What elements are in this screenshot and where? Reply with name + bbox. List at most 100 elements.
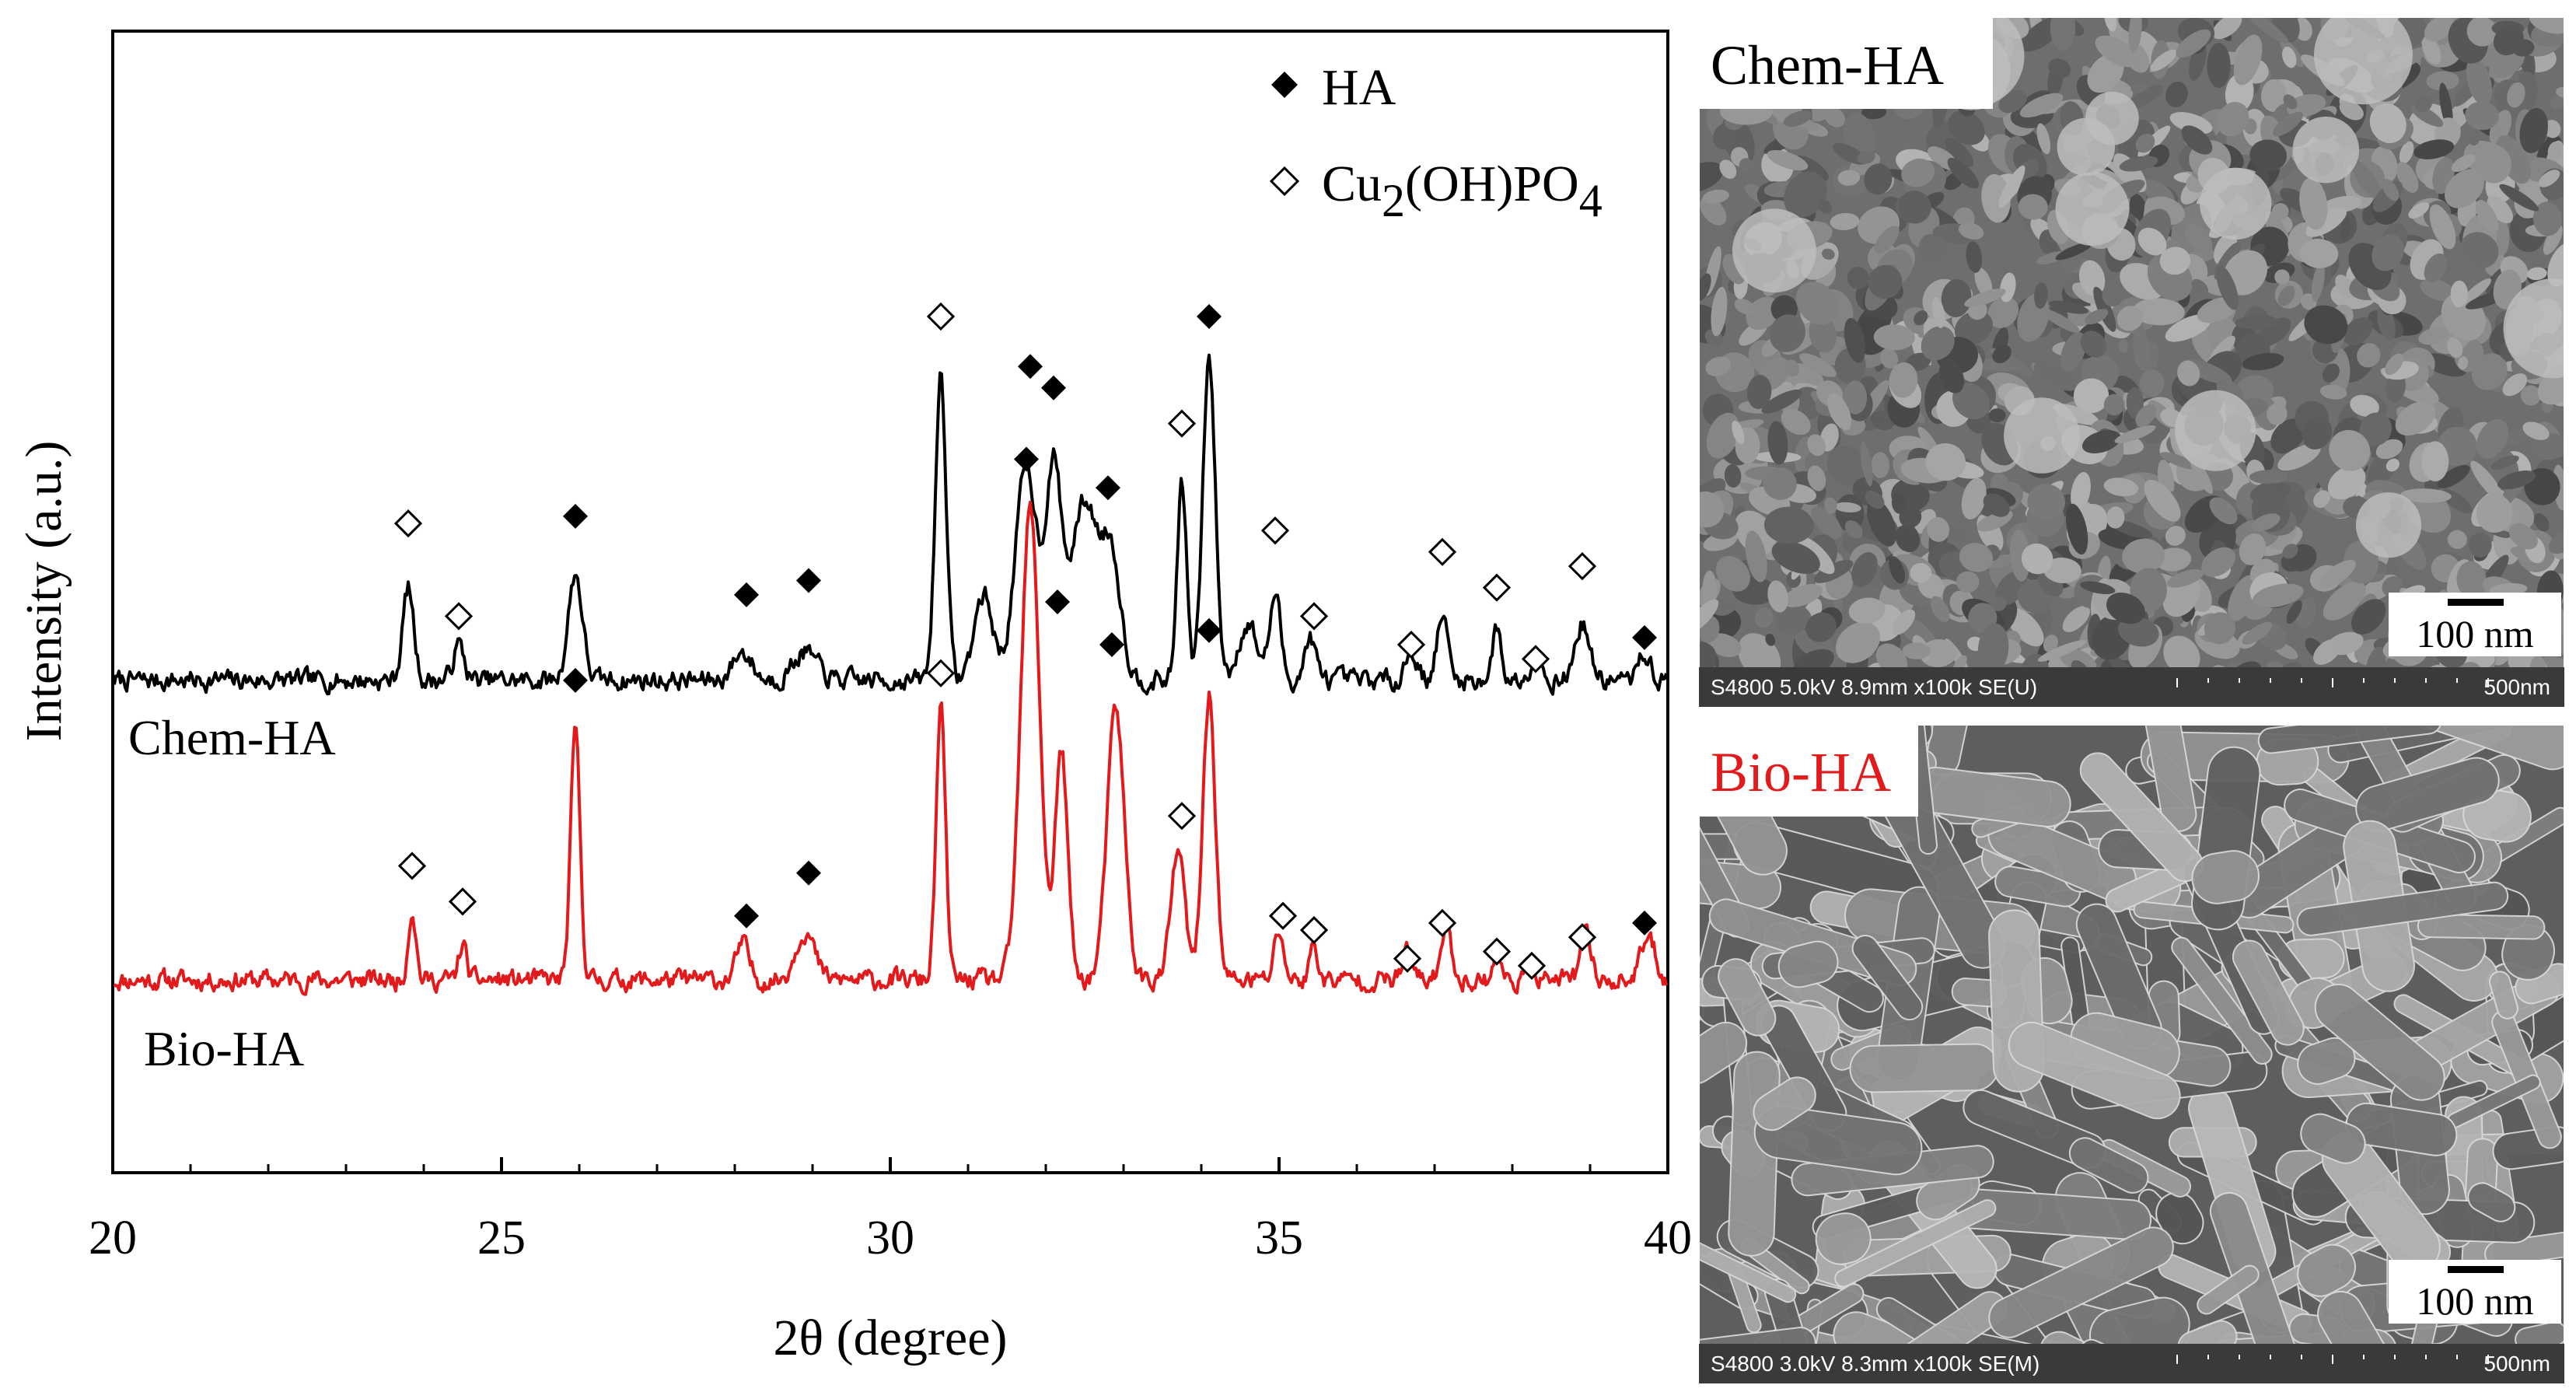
plate-crystal	[2345, 1102, 2458, 1156]
particle	[2319, 560, 2356, 588]
particle	[2475, 199, 2499, 233]
plate-crystal	[2068, 1137, 2149, 1194]
particle	[1732, 420, 1745, 445]
plate-crystal	[1834, 1199, 1997, 1288]
particle	[1864, 163, 1893, 195]
legend-label-ha: HA	[1322, 59, 1396, 116]
particle	[1871, 452, 1890, 478]
plate-crystal	[2197, 1264, 2260, 1315]
sem-info-left: S4800 5.0kV 8.9mm x100k SE(U)	[1711, 675, 2037, 699]
cu2ohpo4-peak-marker	[1260, 516, 1290, 545]
particle	[2532, 201, 2562, 236]
particle	[1902, 642, 1931, 659]
particle	[1956, 571, 1980, 593]
ha-peak-marker	[1099, 632, 1124, 658]
particle	[2382, 178, 2399, 201]
particle	[2476, 494, 2513, 533]
particle	[2339, 100, 2364, 121]
particle	[2426, 71, 2459, 91]
particle	[1719, 159, 1737, 179]
particle	[2357, 343, 2381, 368]
particle	[2335, 275, 2355, 299]
particle	[1998, 165, 2025, 208]
legend-open-diamond-icon	[1269, 166, 1300, 197]
agglomerate	[2175, 390, 2256, 471]
particle	[2228, 575, 2258, 621]
particle	[1702, 189, 1729, 205]
xrd-chart: 20 25 30 35 40 2θ (degree) Intensity (a.u.) …	[16, 30, 1692, 1366]
particle	[2139, 369, 2165, 397]
particle	[2351, 159, 2382, 201]
particle	[1705, 356, 1732, 377]
particle	[2249, 470, 2288, 484]
particle	[2547, 243, 2564, 287]
ha-peak-marker	[1014, 446, 1039, 472]
particle	[1954, 310, 1994, 345]
legend: HA Cu2(OH)PO4	[1269, 59, 1603, 226]
particle	[1870, 411, 1895, 431]
sem-label-chem-ha: Chem-HA	[1711, 34, 1944, 96]
particle	[1899, 132, 1922, 155]
particle	[1713, 124, 1735, 150]
particle	[2445, 169, 2484, 208]
particle	[1958, 222, 1984, 240]
particle	[1823, 106, 1845, 128]
particle	[2493, 24, 2524, 56]
agglomerate	[2004, 397, 2080, 474]
particle	[2122, 538, 2165, 574]
sem-label-box	[1699, 725, 1918, 817]
plate-crystal	[2414, 725, 2564, 771]
particle	[2050, 17, 2076, 51]
particle	[2526, 267, 2547, 281]
particle	[2116, 306, 2144, 331]
particle	[1925, 442, 1966, 481]
particle	[2144, 480, 2181, 522]
particle	[2299, 177, 2328, 230]
particle	[2322, 363, 2340, 383]
particle	[2502, 373, 2528, 397]
ha-peak-marker	[1041, 375, 1066, 400]
scale-bar	[2448, 1266, 2504, 1273]
cu2ohpo4-peak-marker	[1268, 901, 1298, 930]
particle	[2508, 523, 2538, 550]
particle	[2071, 282, 2102, 305]
particle	[2251, 513, 2281, 532]
particle	[2033, 360, 2081, 391]
particle	[2191, 278, 2209, 296]
particle	[2242, 621, 2273, 645]
particle	[1827, 393, 1852, 431]
particle	[2471, 353, 2508, 390]
particle	[2459, 232, 2499, 268]
particle	[2272, 111, 2303, 137]
particle	[2424, 253, 2448, 283]
particle	[2165, 526, 2186, 546]
particle	[2507, 82, 2525, 108]
particle	[1952, 383, 1990, 420]
particle	[1707, 633, 1742, 658]
particle	[1860, 441, 1873, 487]
particle	[1945, 138, 1974, 167]
particle	[1998, 90, 2027, 114]
ha-peak-marker	[1632, 910, 1657, 936]
plate-crystal	[1718, 958, 1777, 1037]
particle	[2163, 635, 2200, 675]
y-axis-label: Intensity (a.u.)	[16, 441, 72, 742]
ha-peak-marker	[1632, 624, 1657, 650]
particle	[1857, 151, 1875, 164]
particle	[1830, 212, 1860, 231]
particle	[2327, 465, 2366, 500]
cu2ohpo4-peak-marker	[448, 887, 477, 916]
particle	[1712, 596, 1738, 616]
particle	[2350, 394, 2379, 417]
particle	[2277, 285, 2295, 306]
particle	[2169, 112, 2213, 135]
cu2ohpo4-peak-marker	[1299, 915, 1329, 945]
ha-peak-marker	[1096, 475, 1120, 501]
ha-peak-marker	[796, 568, 821, 593]
particle	[1918, 233, 1946, 263]
sem-info-ticks	[2176, 678, 2489, 687]
plate-crystal	[2134, 725, 2197, 832]
particle	[1699, 642, 1717, 673]
particle	[2550, 89, 2564, 110]
